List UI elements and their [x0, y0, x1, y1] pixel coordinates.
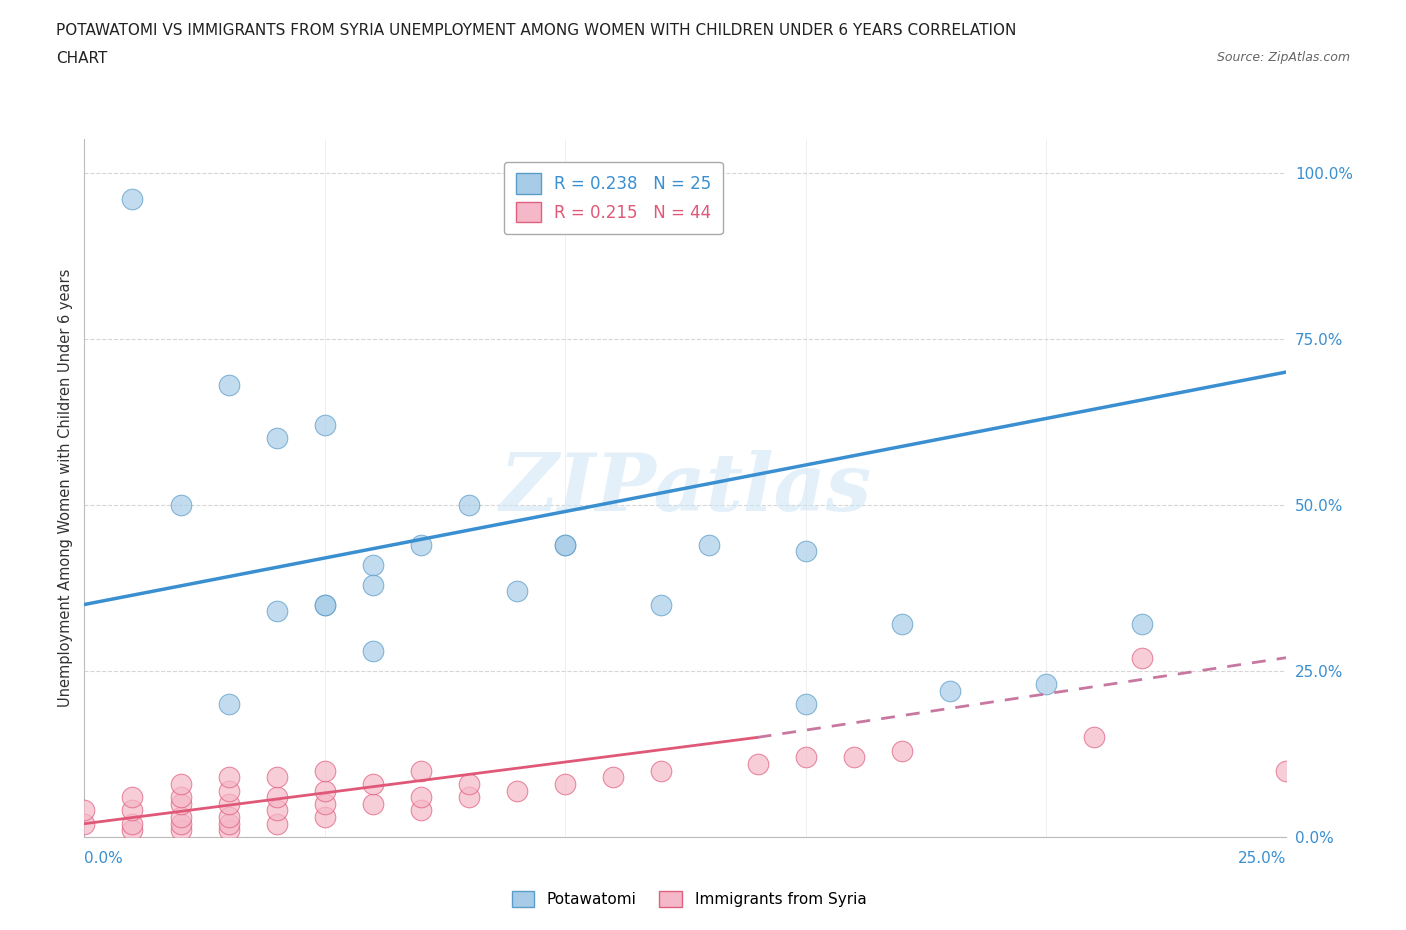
- Text: ZIPatlas: ZIPatlas: [499, 449, 872, 527]
- Point: [218, 378, 240, 392]
- Point: [458, 777, 481, 791]
- Point: [314, 783, 336, 798]
- Point: [121, 817, 143, 831]
- Point: [506, 783, 529, 798]
- Point: [121, 790, 143, 804]
- Point: [409, 538, 432, 552]
- Point: [554, 777, 576, 791]
- Point: [266, 431, 288, 445]
- Text: Source: ZipAtlas.com: Source: ZipAtlas.com: [1216, 51, 1350, 64]
- Point: [266, 604, 288, 618]
- Text: 25.0%: 25.0%: [1239, 851, 1286, 866]
- Point: [169, 810, 191, 825]
- Point: [73, 817, 96, 831]
- Point: [218, 697, 240, 711]
- Point: [650, 764, 672, 778]
- Point: [409, 790, 432, 804]
- Point: [794, 544, 817, 559]
- Point: [169, 498, 191, 512]
- Point: [314, 597, 336, 612]
- Point: [169, 777, 191, 791]
- Legend: R = 0.238   N = 25, R = 0.215   N = 44: R = 0.238 N = 25, R = 0.215 N = 44: [503, 162, 723, 234]
- Point: [361, 796, 384, 811]
- Point: [314, 764, 336, 778]
- Point: [361, 644, 384, 658]
- Point: [314, 418, 336, 432]
- Point: [266, 817, 288, 831]
- Point: [794, 697, 817, 711]
- Point: [747, 756, 769, 771]
- Point: [458, 498, 481, 512]
- Point: [699, 538, 721, 552]
- Point: [361, 777, 384, 791]
- Point: [890, 743, 912, 758]
- Point: [361, 578, 384, 592]
- Point: [266, 790, 288, 804]
- Point: [361, 557, 384, 572]
- Point: [1083, 730, 1105, 745]
- Point: [314, 810, 336, 825]
- Text: 0.0%: 0.0%: [84, 851, 124, 866]
- Point: [842, 750, 865, 764]
- Point: [794, 750, 817, 764]
- Point: [602, 770, 624, 785]
- Point: [409, 803, 432, 817]
- Point: [409, 764, 432, 778]
- Text: POTAWATOMI VS IMMIGRANTS FROM SYRIA UNEMPLOYMENT AMONG WOMEN WITH CHILDREN UNDER: POTAWATOMI VS IMMIGRANTS FROM SYRIA UNEM…: [56, 23, 1017, 38]
- Point: [890, 617, 912, 631]
- Point: [506, 584, 529, 599]
- Point: [73, 803, 96, 817]
- Point: [1130, 617, 1153, 631]
- Point: [218, 783, 240, 798]
- Point: [314, 796, 336, 811]
- Point: [121, 823, 143, 838]
- Point: [650, 597, 672, 612]
- Point: [169, 823, 191, 838]
- Point: [169, 790, 191, 804]
- Text: CHART: CHART: [56, 51, 108, 66]
- Point: [169, 796, 191, 811]
- Y-axis label: Unemployment Among Women with Children Under 6 years: Unemployment Among Women with Children U…: [58, 269, 73, 708]
- Point: [554, 538, 576, 552]
- Point: [169, 817, 191, 831]
- Point: [121, 192, 143, 206]
- Point: [1130, 650, 1153, 665]
- Point: [266, 803, 288, 817]
- Point: [218, 770, 240, 785]
- Point: [939, 684, 962, 698]
- Point: [218, 796, 240, 811]
- Legend: Potawatomi, Immigrants from Syria: Potawatomi, Immigrants from Syria: [505, 884, 873, 913]
- Point: [218, 817, 240, 831]
- Point: [1035, 677, 1057, 692]
- Point: [218, 810, 240, 825]
- Point: [554, 538, 576, 552]
- Point: [314, 597, 336, 612]
- Point: [218, 823, 240, 838]
- Point: [1275, 764, 1298, 778]
- Point: [121, 803, 143, 817]
- Point: [458, 790, 481, 804]
- Point: [266, 770, 288, 785]
